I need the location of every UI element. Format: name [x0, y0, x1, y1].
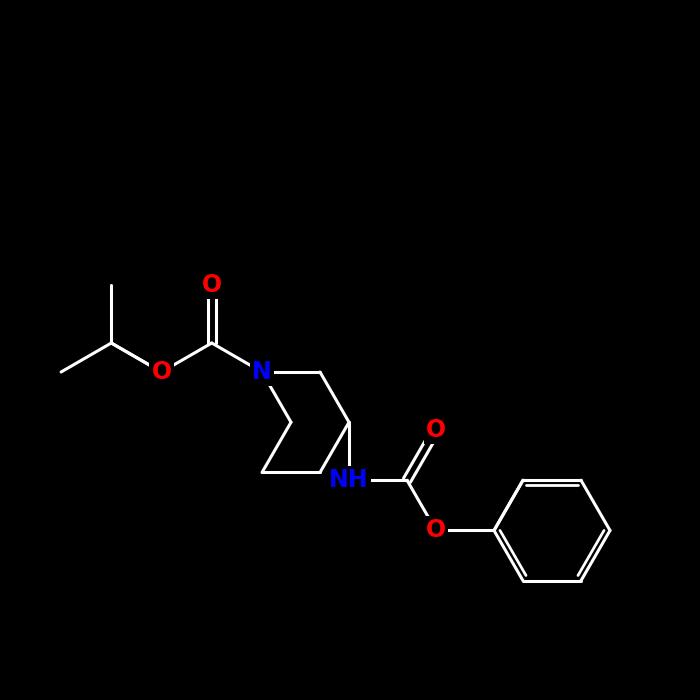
- Text: O: O: [202, 273, 222, 297]
- Text: O: O: [426, 418, 446, 442]
- Text: O: O: [426, 519, 446, 543]
- Text: N: N: [252, 360, 272, 384]
- Text: NH: NH: [329, 468, 369, 492]
- Text: O: O: [151, 360, 172, 384]
